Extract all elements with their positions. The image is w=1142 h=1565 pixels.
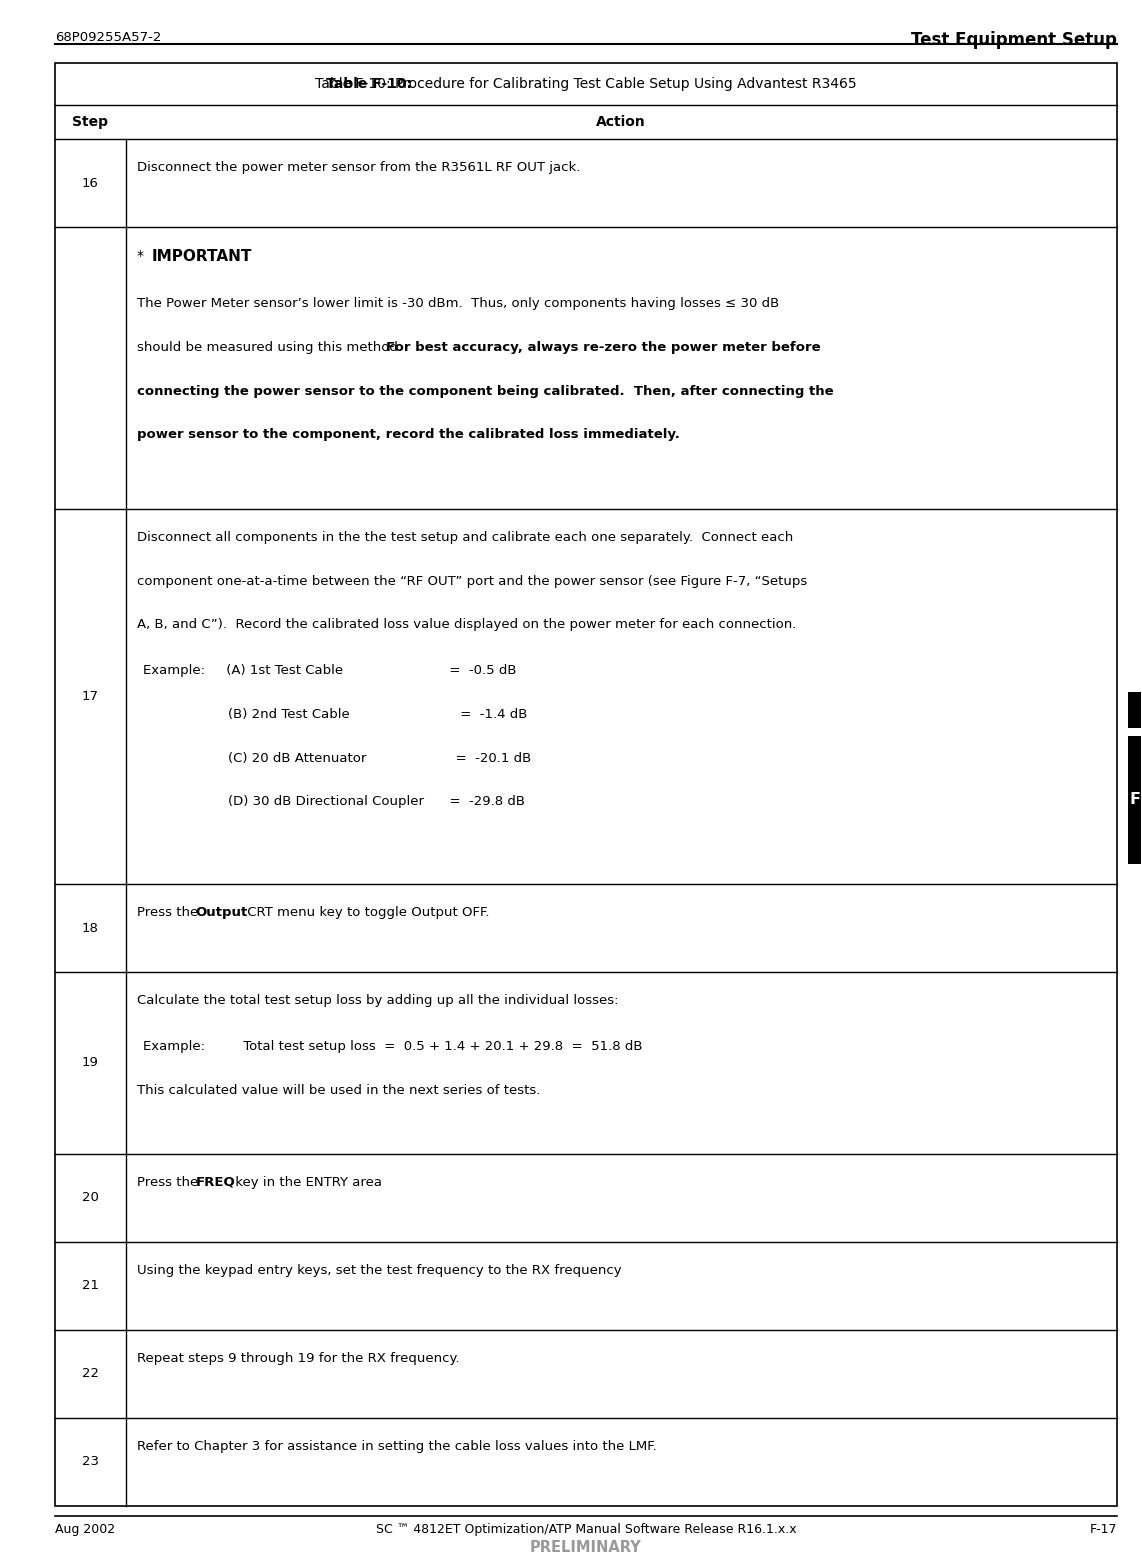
Text: *: *	[137, 249, 148, 263]
Text: Example:         Total test setup loss  =  0.5 + 1.4 + 20.1 + 29.8  =  51.8 dB: Example: Total test setup loss = 0.5 + 1…	[143, 1041, 642, 1053]
Text: Press the: Press the	[137, 1175, 202, 1189]
Text: Calculate the total test setup loss by adding up all the individual losses:: Calculate the total test setup loss by a…	[137, 994, 619, 1008]
Text: Step: Step	[72, 116, 108, 128]
Text: Example:     (A) 1st Test Cable                         =  -0.5 dB: Example: (A) 1st Test Cable = -0.5 dB	[143, 664, 516, 678]
Text: 20: 20	[82, 1191, 98, 1203]
Text: Using the keypad entry keys, set the test frequency to the RX frequency: Using the keypad entry keys, set the tes…	[137, 1265, 621, 1277]
Text: IMPORTANT: IMPORTANT	[152, 249, 252, 264]
Text: Table F-10: Procedure for Calibrating Test Cable Setup Using Advantest R3465: Table F-10: Procedure for Calibrating Te…	[315, 77, 856, 91]
Text: 19: 19	[82, 1056, 98, 1069]
Text: (D) 30 dB Directional Coupler      =  -29.8 dB: (D) 30 dB Directional Coupler = -29.8 dB	[228, 795, 525, 808]
Text: CRT menu key to toggle Output OFF.: CRT menu key to toggle Output OFF.	[243, 906, 490, 919]
Text: For best accuracy, always re-zero the power meter before: For best accuracy, always re-zero the po…	[386, 341, 821, 354]
Text: Refer to Chapter 3 for assistance in setting the cable loss values into the LMF.: Refer to Chapter 3 for assistance in set…	[137, 1440, 657, 1452]
Text: PRELIMINARY: PRELIMINARY	[530, 1540, 642, 1556]
Text: 17: 17	[82, 690, 98, 703]
Text: Table F-10:: Table F-10:	[325, 77, 412, 91]
Text: (B) 2nd Test Cable                          =  -1.4 dB: (B) 2nd Test Cable = -1.4 dB	[228, 707, 528, 721]
Text: key in the ENTRY area: key in the ENTRY area	[231, 1175, 381, 1189]
Text: 21: 21	[82, 1279, 98, 1293]
Bar	[1128, 692, 1142, 728]
Text: 16: 16	[82, 177, 98, 189]
Text: F: F	[1129, 792, 1140, 808]
Text: The Power Meter sensor’s lower limit is -30 dBm.  Thus, only components having l: The Power Meter sensor’s lower limit is …	[137, 297, 779, 310]
Text: Output: Output	[195, 906, 248, 919]
Text: power sensor to the component, record the calibrated loss immediately.: power sensor to the component, record th…	[137, 429, 679, 441]
Text: 68P09255A57-2: 68P09255A57-2	[55, 31, 161, 44]
Text: Disconnect all components in the the test setup and calibrate each one separatel: Disconnect all components in the the tes…	[137, 531, 794, 545]
Text: Repeat steps 9 through 19 for the RX frequency.: Repeat steps 9 through 19 for the RX fre…	[137, 1352, 460, 1365]
Text: 23: 23	[82, 1455, 98, 1468]
Text: connecting the power sensor to the component being calibrated.  Then, after conn: connecting the power sensor to the compo…	[137, 385, 834, 398]
Text: Aug 2002: Aug 2002	[55, 1523, 115, 1535]
Text: SC ™ 4812ET Optimization/ATP Manual Software Release R16.1.x.x: SC ™ 4812ET Optimization/ATP Manual Soft…	[376, 1523, 796, 1535]
Text: Press the: Press the	[137, 906, 202, 919]
Text: Action: Action	[596, 116, 646, 128]
Bar	[1128, 736, 1142, 864]
Text: 22: 22	[82, 1368, 98, 1380]
Text: F-17: F-17	[1089, 1523, 1117, 1535]
Text: Test Equipment Setup: Test Equipment Setup	[911, 31, 1117, 50]
Text: component one-at-a-time between the “RF OUT” port and the power sensor (see Figu: component one-at-a-time between the “RF …	[137, 574, 807, 588]
Text: Disconnect the power meter sensor from the R3561L RF OUT jack.: Disconnect the power meter sensor from t…	[137, 161, 580, 174]
Text: should be measured using this method.: should be measured using this method.	[137, 341, 407, 354]
Text: 18: 18	[82, 922, 98, 934]
Text: This calculated value will be used in the next series of tests.: This calculated value will be used in th…	[137, 1083, 540, 1097]
Text: FREQ: FREQ	[195, 1175, 235, 1189]
Text: (C) 20 dB Attenuator                     =  -20.1 dB: (C) 20 dB Attenuator = -20.1 dB	[228, 751, 532, 764]
Text: A, B, and C”).  Record the calibrated loss value displayed on the power meter fo: A, B, and C”). Record the calibrated los…	[137, 618, 796, 631]
